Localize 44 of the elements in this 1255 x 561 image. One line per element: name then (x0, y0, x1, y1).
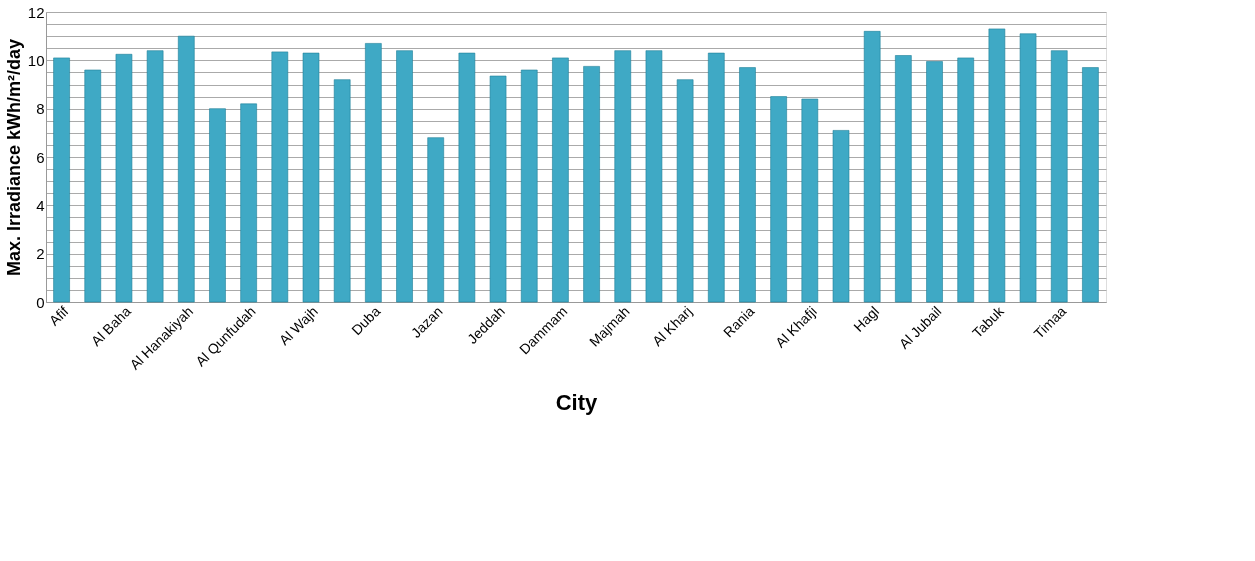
bar (1082, 67, 1099, 303)
bar (177, 35, 195, 303)
bar (240, 103, 257, 303)
bar (863, 31, 881, 303)
bar (302, 52, 320, 303)
bar (926, 61, 943, 303)
y-tick-label: 6 (36, 148, 45, 166)
bar (583, 66, 600, 303)
bar (365, 43, 382, 303)
bar (1019, 33, 1037, 303)
y-axis-title: Max. Irradiance kWh/m²/day (3, 38, 24, 277)
bar (614, 50, 632, 303)
bar (739, 67, 756, 303)
bar (645, 50, 663, 303)
bar (115, 53, 133, 303)
y-tick-label: 12 (27, 3, 45, 21)
bar (707, 52, 725, 303)
y-tick-label: 8 (36, 100, 45, 118)
x-axis-title: City (555, 389, 599, 415)
bar (427, 137, 445, 303)
bar (988, 28, 1006, 303)
y-tick-label: 4 (36, 196, 45, 214)
y-tick-label: 0 (36, 293, 45, 311)
bar (458, 52, 476, 303)
bar (53, 57, 70, 303)
y-tick-label: 10 (27, 51, 45, 69)
bar (333, 79, 351, 303)
bar (770, 96, 787, 303)
bar (489, 75, 507, 303)
bar (801, 98, 819, 303)
bar (520, 69, 538, 303)
bar (1050, 50, 1068, 303)
bar (676, 79, 694, 303)
bar (957, 57, 975, 303)
y-tick-label: 2 (36, 245, 45, 263)
bar (832, 130, 850, 303)
bar (146, 50, 164, 303)
x-tick-label: Afif (45, 303, 72, 329)
bar (552, 57, 569, 303)
bar (396, 50, 413, 303)
bar (84, 69, 102, 303)
bar (271, 51, 289, 303)
bar (209, 108, 226, 303)
bar (895, 55, 912, 303)
